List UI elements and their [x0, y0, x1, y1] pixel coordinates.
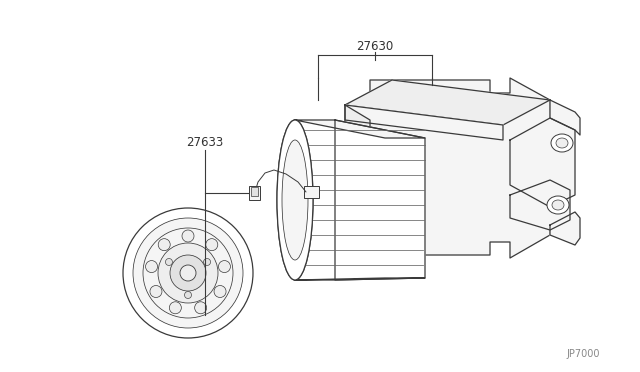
Polygon shape	[345, 105, 370, 255]
Ellipse shape	[547, 196, 569, 214]
Polygon shape	[335, 120, 425, 280]
Polygon shape	[510, 118, 575, 207]
Polygon shape	[295, 120, 425, 138]
Circle shape	[218, 260, 230, 273]
Circle shape	[182, 230, 194, 242]
Polygon shape	[345, 78, 550, 258]
Circle shape	[150, 285, 162, 298]
Circle shape	[170, 302, 181, 314]
Polygon shape	[510, 180, 570, 230]
Ellipse shape	[277, 120, 313, 280]
Ellipse shape	[551, 134, 573, 152]
Polygon shape	[345, 105, 503, 140]
Circle shape	[166, 259, 172, 266]
Polygon shape	[550, 212, 580, 245]
Circle shape	[206, 239, 218, 251]
Circle shape	[158, 239, 170, 251]
Text: 27630: 27630	[356, 41, 394, 54]
Bar	[304, 186, 319, 198]
Text: 27633: 27633	[186, 137, 223, 150]
Circle shape	[214, 285, 226, 298]
Circle shape	[133, 218, 243, 328]
Circle shape	[195, 302, 207, 314]
Ellipse shape	[552, 200, 564, 210]
Bar	[251, 187, 258, 196]
Ellipse shape	[282, 140, 308, 260]
Circle shape	[145, 260, 157, 273]
Bar	[249, 186, 260, 200]
Circle shape	[123, 208, 253, 338]
Circle shape	[143, 228, 233, 318]
Circle shape	[204, 259, 211, 266]
Text: JP7000: JP7000	[566, 349, 600, 359]
Ellipse shape	[277, 120, 313, 280]
Polygon shape	[345, 80, 550, 125]
Circle shape	[184, 292, 191, 298]
Circle shape	[170, 255, 206, 291]
Circle shape	[158, 243, 218, 303]
Circle shape	[180, 265, 196, 281]
Polygon shape	[295, 278, 425, 280]
Ellipse shape	[556, 138, 568, 148]
Polygon shape	[550, 100, 580, 135]
